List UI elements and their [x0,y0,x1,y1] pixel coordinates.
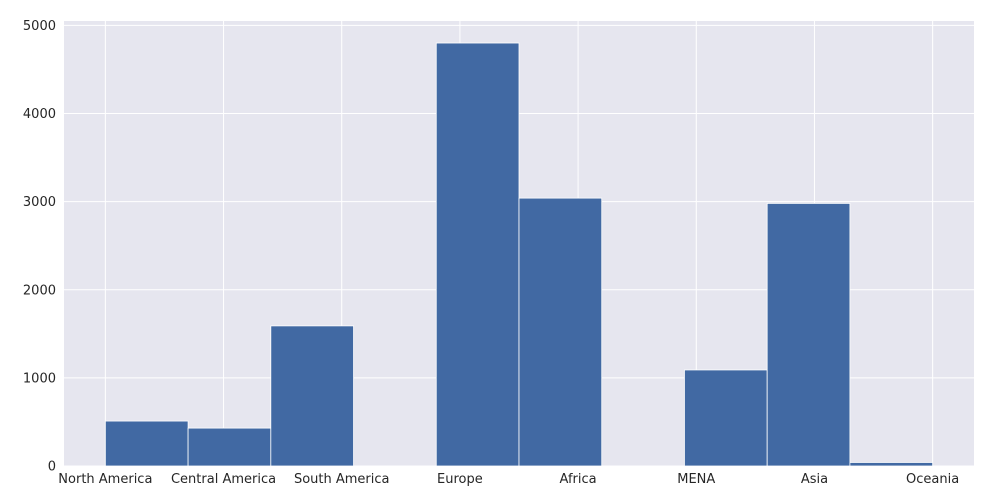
histogram-bar [684,369,768,467]
x-tick-label: Central America [171,472,276,487]
y-tick-label: 2000 [23,283,56,298]
x-tick-label: South America [294,472,390,487]
histogram-bar [270,325,354,467]
y-tick-label: 3000 [23,195,56,210]
y-tick-label: 4000 [23,107,56,122]
x-tick-label: MENA [677,472,715,487]
x-tick-label: North America [58,472,152,487]
bars [104,42,934,467]
y-tick-label: 0 [48,460,56,475]
histogram-bar [187,427,272,467]
x-tick-label: Oceania [906,472,959,487]
histogram-bar [518,197,603,467]
y-tick-label: 1000 [23,371,56,386]
x-tick-label: Asia [801,472,828,487]
histogram-bar [849,462,934,467]
y-axis-ticks: 0 1000 2000 3000 4000 5000 [23,19,56,475]
y-tick-label: 5000 [23,19,56,34]
histogram-bar [435,42,520,467]
x-axis-ticks: North America Central America South Americ… [58,472,959,487]
histogram-bar [104,420,189,467]
histogram-bar [766,203,851,467]
x-tick-label: Africa [560,472,597,487]
x-tick-label: Europe [437,472,483,487]
